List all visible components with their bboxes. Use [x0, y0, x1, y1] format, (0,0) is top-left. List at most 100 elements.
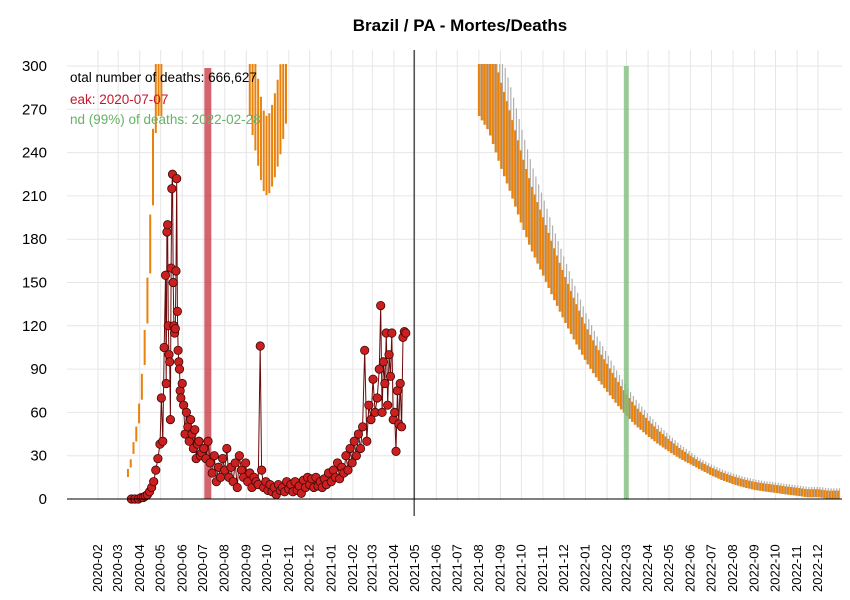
observed-point [218, 453, 228, 464]
x-tick-label: 2020-05 [153, 544, 168, 592]
observed-point [171, 266, 181, 276]
x-tick-label: 2021-02 [345, 544, 360, 592]
x-tick-label: 2022-06 [683, 544, 698, 592]
observed-point [149, 477, 159, 487]
y-tick-label: 270 [22, 101, 47, 118]
annotation-peak: eak: 2020-07-07 [70, 92, 168, 107]
x-tick-label: 2020-04 [132, 544, 147, 592]
observed-point [241, 458, 251, 468]
x-tick-label: 2022-02 [599, 544, 614, 592]
y-tick-label: 150 [22, 275, 47, 292]
observed-point [387, 328, 397, 338]
observed-point [257, 465, 267, 475]
x-tick-label: 2021-09 [492, 544, 507, 592]
y-tick-label: 300 [22, 58, 47, 75]
observed-point [355, 443, 366, 454]
x-tick-label: 2021-12 [556, 544, 571, 592]
x-tick-label: 2022-08 [725, 544, 740, 592]
observed-point [255, 341, 265, 351]
forecast-layer [126, 64, 841, 499]
x-tick-label: 2020-03 [110, 544, 125, 592]
observed-point [172, 173, 182, 184]
observed-point [168, 277, 178, 288]
y-tick-label: 30 [30, 448, 47, 465]
observed-point [158, 436, 168, 446]
observed-point [186, 415, 196, 425]
x-tick-label: 2020-09 [238, 544, 253, 592]
observed-point [160, 270, 171, 280]
observed-point [378, 357, 389, 367]
observed-point [205, 458, 215, 468]
y-tick-label: 120 [22, 318, 47, 335]
x-tick-label: 2021-11 [535, 545, 550, 592]
x-tick-label: 2020-02 [90, 544, 105, 592]
observed-point [161, 378, 171, 389]
x-tick-label: 2022-11 [789, 545, 804, 592]
observed-point [364, 400, 374, 410]
observed-point [156, 393, 166, 403]
observed-point [153, 453, 163, 464]
observed-point [222, 443, 232, 454]
observed-point [230, 458, 240, 468]
x-tick-label: 2020-12 [302, 544, 317, 592]
observed-point [194, 436, 204, 446]
observed-point [401, 328, 411, 338]
y-tick-label: 60 [30, 404, 47, 421]
x-tick-label: 2020-11 [281, 545, 296, 592]
observed-point [177, 378, 187, 389]
x-tick-label: 2021-06 [428, 544, 443, 592]
observed-point [203, 436, 213, 446]
x-tick-label: 2022-03 [619, 544, 634, 592]
observed-point [380, 378, 390, 389]
observed-point [170, 324, 180, 334]
x-tick-label: 2022-01 [577, 544, 592, 592]
observed-point [159, 342, 169, 353]
observed-point [151, 465, 161, 475]
observed-point [396, 422, 407, 432]
x-tick-label: 2020-10 [259, 544, 274, 592]
observed-point [377, 407, 387, 417]
observed-point [345, 443, 355, 454]
observed-point [234, 451, 244, 461]
x-tick-label: 2021-04 [386, 544, 401, 592]
x-tick-label: 2021-08 [471, 544, 486, 592]
x-tick-label: 2022-10 [768, 544, 783, 592]
x-tick-label: 2022-12 [810, 544, 825, 592]
observed-point [174, 364, 185, 374]
tick-labels: 0 30 60 90 120 150 180 210 240 270 300 2020-02 2020-… [22, 58, 825, 592]
observed-point [362, 436, 372, 446]
x-tick-label: 2022-09 [747, 544, 762, 592]
y-tick-label: 90 [30, 361, 47, 378]
observed-point [343, 465, 353, 475]
observed-point [163, 220, 173, 230]
observed-point [353, 429, 364, 439]
observed-point [207, 468, 217, 478]
observed-point [165, 357, 175, 367]
observed-point [374, 364, 384, 374]
annotation-end: nd (99%) of deaths: 2022-02-28 [70, 112, 261, 127]
observed-point [199, 443, 209, 454]
observed-point [360, 345, 370, 355]
observed-point [349, 436, 359, 446]
y-tick-label: 0 [39, 491, 47, 508]
x-tick-label: 2020-08 [217, 544, 232, 592]
observed-point [368, 374, 378, 384]
x-tick-label: 2021-03 [364, 544, 379, 592]
x-tick-label: 2021-01 [323, 544, 338, 592]
x-tick-label: 2022-05 [661, 544, 676, 592]
y-tick-label: 180 [22, 231, 47, 248]
chart-title: Brazil / PA - Mortes/Deaths [353, 16, 567, 35]
observed-point [165, 415, 176, 425]
y-tick-label: 240 [22, 145, 47, 162]
observed-point [232, 482, 242, 493]
observed-point [173, 345, 183, 355]
annotation-total-deaths: otal number of deaths: 666,627 [70, 70, 257, 85]
axes [67, 50, 842, 516]
observed-point [385, 371, 396, 381]
x-tick-label: 2022-04 [640, 544, 655, 592]
observed-point [383, 400, 393, 410]
x-tick-label: 2020-07 [195, 544, 210, 592]
x-tick-label: 2021-07 [449, 544, 464, 592]
observed-point [351, 451, 361, 461]
observed-point [167, 184, 177, 194]
